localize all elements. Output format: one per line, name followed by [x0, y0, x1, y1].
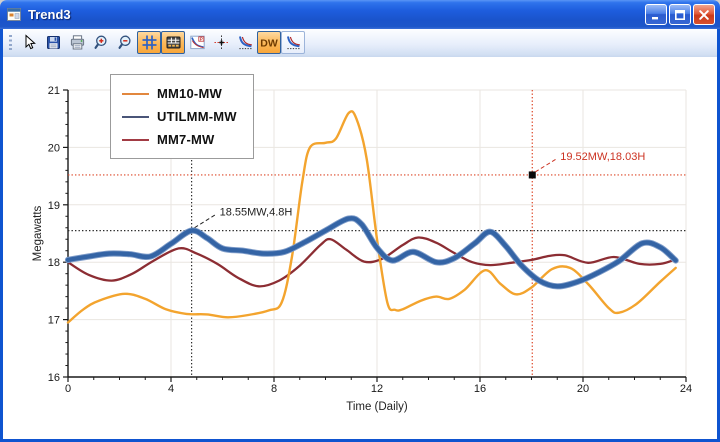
x-tick-label: 20 [577, 383, 589, 395]
toolbar-dw-button[interactable]: DW [257, 30, 281, 54]
y-tick-label: 18 [48, 257, 60, 269]
cursor-annotations: 18.55MW,4.8H 19.52MW,18.03H [194, 151, 645, 229]
crosshair-icon [213, 34, 230, 51]
series-line-MM10-MW [66, 110, 677, 324]
x-tick-label: 16 [474, 383, 486, 395]
zoom-out-icon [117, 34, 134, 51]
minimize-icon [652, 16, 658, 19]
app-icon [6, 6, 23, 23]
maximize-icon [674, 9, 685, 20]
zoom-in-icon [93, 34, 110, 51]
chart-profile-icon: P [189, 34, 206, 51]
toolbar-profile-button[interactable]: P [185, 31, 209, 54]
toolbar-trend-curves-button[interactable] [233, 31, 257, 54]
toolbar: P DW [3, 29, 717, 58]
save-icon [45, 34, 62, 51]
toolbar-select-button[interactable] [17, 31, 41, 54]
window-title: Trend3 [28, 7, 71, 22]
legend-item-UTILMM-MW: UTILMM-MW [122, 105, 237, 128]
title-bar[interactable]: Trend3 [0, 0, 720, 29]
toolbar-zoom-out-button[interactable] [113, 31, 137, 54]
window-border: P DW 0 4 8 12 16 20 24 16 17 18 19 20 21 Megawatts Time… [0, 29, 720, 442]
cursor-marker[interactable] [528, 171, 536, 179]
toolbar-zoom-in-button[interactable] [89, 31, 113, 54]
y-tick-label: 21 [48, 85, 60, 97]
close-button[interactable] [693, 4, 715, 25]
cursor-value-label: 18.55MW,4.8H [220, 207, 293, 219]
series-line-MM7-MW [66, 236, 677, 288]
toolbar-trend-curves-2-button[interactable] [281, 30, 305, 54]
y-tick-label: 16 [48, 372, 60, 384]
y-tick-label: 20 [48, 142, 60, 154]
curves-icon [285, 34, 302, 51]
x-tick-label: 24 [680, 383, 692, 395]
x-axis-title: Time (Daily) [346, 401, 408, 413]
toolbar-save-button[interactable] [41, 31, 65, 54]
table-icon [165, 34, 182, 51]
legend-swatch-UTILMM-MW [122, 115, 149, 118]
legend-label: MM7-MW [157, 132, 215, 147]
axes: 0 4 8 12 16 20 24 16 17 18 19 20 21 [48, 85, 692, 395]
series-lines [64, 110, 679, 324]
legend-label: MM10-MW [157, 86, 222, 101]
x-tick-label: 4 [168, 383, 174, 395]
legend-label: UTILMM-MW [157, 109, 237, 124]
toolbar-print-button[interactable] [65, 31, 89, 54]
toolbar-grip-handle[interactable] [9, 35, 12, 51]
minimize-button[interactable] [645, 4, 667, 25]
x-tick-label: 8 [271, 383, 277, 395]
cursor-icon [21, 33, 38, 51]
chart-legend: MM10-MW UTILMM-MW MM7-MW [110, 74, 254, 159]
cursor-callout-line [194, 214, 216, 229]
cursor-value-label: 19.52MW,18.03H [560, 151, 645, 163]
legend-swatch-MM10-MW [122, 92, 149, 95]
x-tick-label: 12 [371, 383, 383, 395]
svg-text:P: P [199, 36, 202, 41]
dw-icon: DW [259, 34, 279, 51]
cursor-callout-line [535, 158, 557, 173]
grid-icon [141, 34, 158, 51]
x-tick-label: 0 [65, 383, 71, 395]
y-tick-label: 19 [48, 200, 60, 212]
legend-item-MM7-MW: MM7-MW [122, 128, 237, 151]
close-icon [699, 9, 709, 20]
svg-text:DW: DW [260, 37, 278, 49]
trend-chart[interactable]: 0 4 8 12 16 20 24 16 17 18 19 20 21 Megawatts Time (Da… [3, 57, 717, 439]
curves-icon [237, 34, 254, 51]
toolbar-values-table-button[interactable] [161, 30, 185, 54]
maximize-button[interactable] [669, 4, 691, 25]
y-tick-label: 17 [48, 315, 60, 327]
chart-area: 0 4 8 12 16 20 24 16 17 18 19 20 21 Megawatts Time (Da… [3, 57, 717, 439]
series-line-UTILMM-MW [65, 216, 678, 289]
legend-swatch-MM7-MW [122, 138, 149, 141]
legend-item-MM10-MW: MM10-MW [122, 82, 237, 105]
toolbar-buttons: P DW [17, 30, 305, 56]
client-area: P DW 0 4 8 12 16 20 24 16 17 18 19 20 21 Megawatts Time… [3, 29, 717, 439]
toolbar-grid-button[interactable] [137, 30, 161, 54]
printer-icon [69, 34, 86, 51]
toolbar-crosshair-button[interactable] [209, 31, 233, 54]
y-axis-title: Megawatts [32, 205, 44, 261]
window-controls [645, 4, 715, 25]
